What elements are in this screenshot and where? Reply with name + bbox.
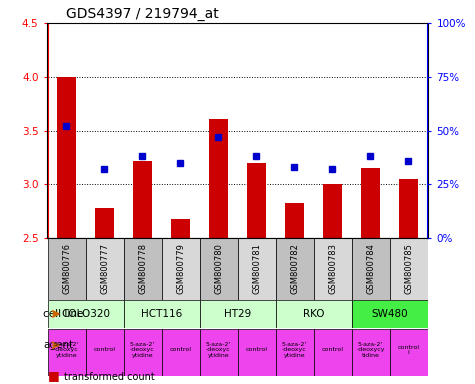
Bar <box>162 329 199 376</box>
Text: agent: agent <box>43 340 73 350</box>
Bar <box>390 329 428 376</box>
Text: GSM800779: GSM800779 <box>176 243 185 294</box>
Text: transformed count: transformed count <box>64 372 155 382</box>
Bar <box>276 300 352 328</box>
Bar <box>86 238 124 300</box>
Bar <box>323 184 342 238</box>
Text: cell line: cell line <box>43 309 83 319</box>
Text: GSM800776: GSM800776 <box>62 243 71 294</box>
Text: ■: ■ <box>48 369 59 382</box>
Text: control: control <box>94 348 115 353</box>
Bar <box>200 238 238 300</box>
Bar <box>48 300 124 328</box>
Bar <box>133 161 152 238</box>
Bar <box>276 329 314 376</box>
Text: control: control <box>322 348 343 353</box>
Text: SW480: SW480 <box>371 309 408 319</box>
Text: 5-aza-2'
-deoxyc
ytidine: 5-aza-2' -deoxyc ytidine <box>282 342 307 358</box>
Text: 5-aza-2'
-deoxycy
tidine: 5-aza-2' -deoxycy tidine <box>356 342 385 358</box>
Text: 5-aza-2'
-deoxyc
ytidine: 5-aza-2' -deoxyc ytidine <box>206 342 231 358</box>
Text: GSM800783: GSM800783 <box>328 243 337 294</box>
Bar <box>247 163 266 238</box>
Text: GSM800780: GSM800780 <box>214 243 223 294</box>
Text: RKO: RKO <box>303 309 324 319</box>
Bar <box>238 329 276 376</box>
Text: control: control <box>246 348 267 353</box>
Text: HT29: HT29 <box>224 309 251 319</box>
Bar <box>48 329 86 376</box>
Bar <box>48 238 86 300</box>
Text: GDS4397 / 219794_at: GDS4397 / 219794_at <box>66 7 219 21</box>
Bar <box>95 208 114 238</box>
Bar <box>86 329 124 376</box>
Bar <box>352 238 390 300</box>
Bar <box>124 329 162 376</box>
Bar <box>124 300 200 328</box>
Bar <box>162 238 199 300</box>
Bar <box>124 238 162 300</box>
Bar <box>200 300 276 328</box>
Bar <box>390 238 428 300</box>
Text: 5-aza-2'
-deoxyc
ytidine: 5-aza-2' -deoxyc ytidine <box>130 342 155 358</box>
Text: control
l: control l <box>398 344 419 355</box>
Text: HCT116: HCT116 <box>141 309 182 319</box>
Text: GSM800778: GSM800778 <box>138 243 147 294</box>
Bar <box>285 203 304 238</box>
Text: GSM800782: GSM800782 <box>290 243 299 294</box>
Text: GSM800781: GSM800781 <box>252 243 261 294</box>
Bar <box>352 329 390 376</box>
Text: COLO320: COLO320 <box>61 309 110 319</box>
Text: 5-aza-2'
-deoxyc
ytidine: 5-aza-2' -deoxyc ytidine <box>54 342 79 358</box>
Bar <box>314 329 352 376</box>
Bar <box>361 168 380 238</box>
Bar <box>399 179 418 238</box>
Text: GSM800777: GSM800777 <box>100 243 109 294</box>
Text: ■: ■ <box>48 381 59 384</box>
Bar <box>352 300 428 328</box>
Text: GSM800784: GSM800784 <box>366 243 375 294</box>
Bar <box>276 238 314 300</box>
Text: GSM800785: GSM800785 <box>404 243 413 294</box>
Bar <box>57 77 76 238</box>
Bar <box>209 119 228 238</box>
Bar <box>171 219 190 238</box>
Bar <box>238 238 276 300</box>
Text: control: control <box>170 348 191 353</box>
Bar <box>314 238 352 300</box>
Bar <box>200 329 238 376</box>
